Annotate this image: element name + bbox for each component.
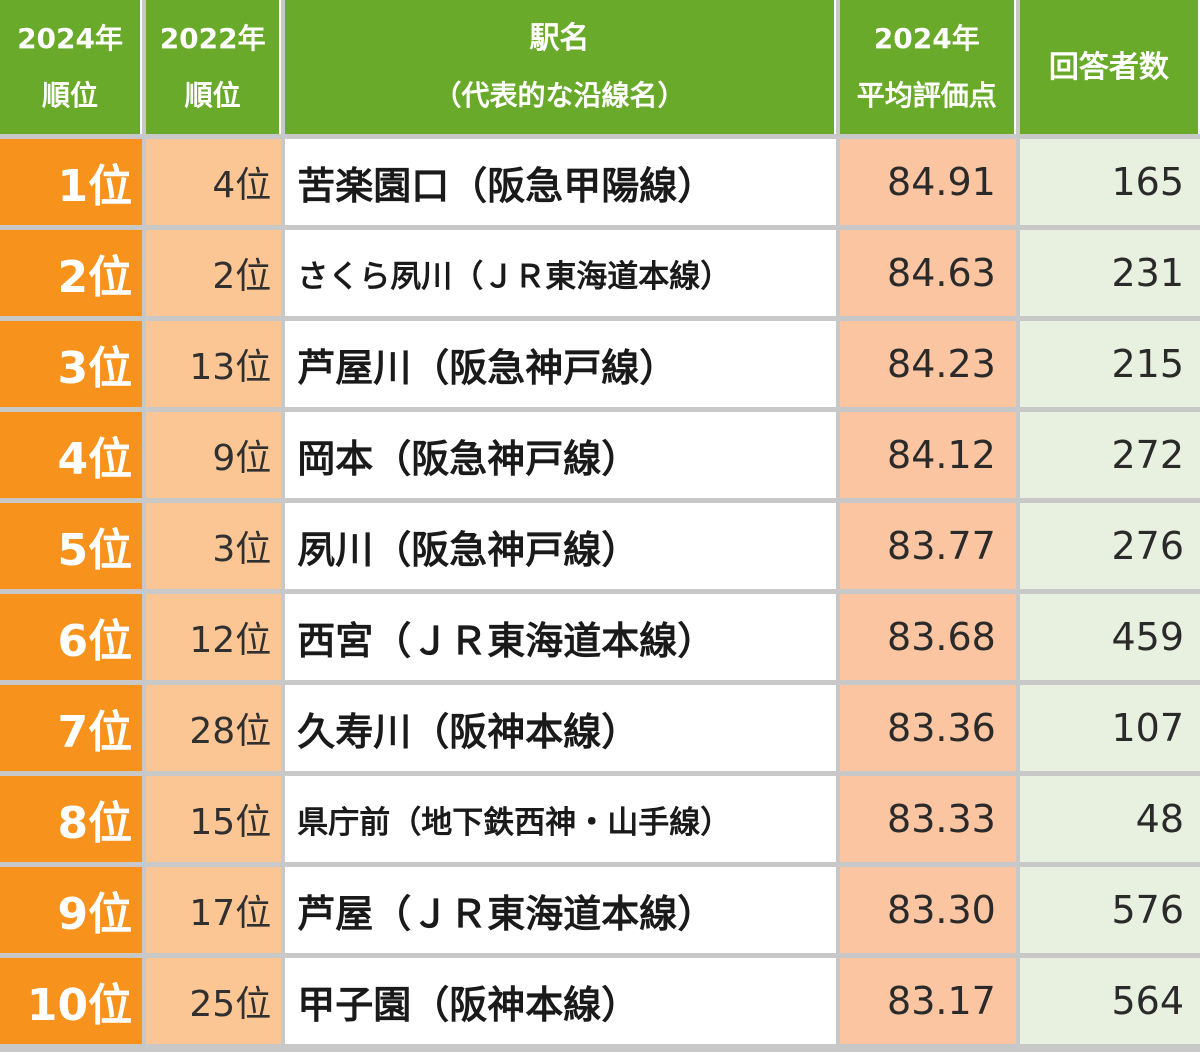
rank-2022-cell: 9位: [146, 412, 282, 498]
station-cell: さくら夙川（ＪＲ東海道本線）: [285, 230, 836, 316]
header-respondents-label: 回答者数: [1048, 49, 1169, 85]
station-cell: 芦屋（ＪＲ東海道本線）: [285, 867, 836, 953]
rank-2022-cell: 4位: [146, 139, 282, 225]
rank-2024-cell: 7位: [0, 685, 143, 771]
respondents-cell: 576: [1019, 867, 1200, 953]
table-row: 4位 9位 岡本（阪急神戸線） 84.12 272: [0, 412, 1200, 498]
respondents-cell: 231: [1019, 230, 1200, 316]
score-cell: 84.23: [839, 321, 1016, 407]
header-rank-2024-year: 2024年: [17, 22, 124, 55]
rank-2024-cell: 4位: [0, 412, 143, 498]
header-rank-2024-label: 順位: [42, 79, 99, 112]
rank-2024-cell: 3位: [0, 321, 143, 407]
table-row: 5位 3位 夙川（阪急神戸線） 83.77 276: [0, 503, 1200, 589]
header-score: 2024年 平均評価点: [839, 0, 1016, 134]
station-cell: 甲子園（阪神本線）: [285, 958, 836, 1044]
header-station-sublabel: （代表的な沿線名）: [433, 79, 686, 112]
respondents-cell: 165: [1019, 139, 1200, 225]
station-cell: 芦屋川（阪急神戸線）: [285, 321, 836, 407]
rank-2022-cell: 3位: [146, 503, 282, 589]
rank-2024-cell: 6位: [0, 594, 143, 680]
score-cell: 83.17: [839, 958, 1016, 1044]
station-cell: 西宮（ＪＲ東海道本線）: [285, 594, 836, 680]
rank-2022-cell: 28位: [146, 685, 282, 771]
score-cell: 83.77: [839, 503, 1016, 589]
respondents-cell: 276: [1019, 503, 1200, 589]
table-row: 2位 2位 さくら夙川（ＪＲ東海道本線） 84.63 231: [0, 230, 1200, 316]
score-cell: 84.63: [839, 230, 1016, 316]
header-rank-2022: 2022年 順位: [146, 0, 282, 134]
station-cell: 苦楽園口（阪急甲陽線）: [285, 139, 836, 225]
score-cell: 83.36: [839, 685, 1016, 771]
header-station-label: 駅名: [529, 21, 590, 56]
table-row: 6位 12位 西宮（ＪＲ東海道本線） 83.68 459: [0, 594, 1200, 680]
score-cell: 84.12: [839, 412, 1016, 498]
score-cell: 84.91: [839, 139, 1016, 225]
rank-2024-cell: 10位: [0, 958, 143, 1044]
respondents-cell: 272: [1019, 412, 1200, 498]
header-score-label: 平均評価点: [856, 79, 997, 112]
header-rank-2022-label: 順位: [184, 79, 241, 112]
table-row: 10位 25位 甲子園（阪神本線） 83.17 564: [0, 958, 1200, 1044]
rank-2024-cell: 2位: [0, 230, 143, 316]
header-rank-2024: 2024年 順位: [0, 0, 143, 134]
table-row: 8位 15位 県庁前（地下鉄西神・山手線） 83.33 48: [0, 776, 1200, 862]
respondents-cell: 48: [1019, 776, 1200, 862]
table-row: 9位 17位 芦屋（ＪＲ東海道本線） 83.30 576: [0, 867, 1200, 953]
table-row: 7位 28位 久寿川（阪神本線） 83.36 107: [0, 685, 1200, 771]
header-score-year: 2024年: [873, 22, 980, 55]
respondents-cell: 564: [1019, 958, 1200, 1044]
header-station: 駅名 （代表的な沿線名）: [285, 0, 836, 134]
rank-2022-cell: 17位: [146, 867, 282, 953]
score-cell: 83.33: [839, 776, 1016, 862]
station-cell: 県庁前（地下鉄西神・山手線）: [285, 776, 836, 862]
rank-2024-cell: 8位: [0, 776, 143, 862]
respondents-cell: 459: [1019, 594, 1200, 680]
table-row: 3位 13位 芦屋川（阪急神戸線） 84.23 215: [0, 321, 1200, 407]
station-cell: 夙川（阪急神戸線）: [285, 503, 836, 589]
header-row: 2024年 順位 2022年 順位 駅名 （代表的な沿線名） 2024年 平均評…: [0, 0, 1200, 134]
rank-2022-cell: 13位: [146, 321, 282, 407]
header-respondents: 回答者数: [1019, 0, 1200, 134]
table-row: 1位 4位 苦楽園口（阪急甲陽線） 84.91 165: [0, 139, 1200, 225]
respondents-cell: 107: [1019, 685, 1200, 771]
station-cell: 岡本（阪急神戸線）: [285, 412, 836, 498]
rank-2024-cell: 5位: [0, 503, 143, 589]
rank-2022-cell: 2位: [146, 230, 282, 316]
rank-2024-cell: 9位: [0, 867, 143, 953]
station-cell: 久寿川（阪神本線）: [285, 685, 836, 771]
rank-2022-cell: 12位: [146, 594, 282, 680]
score-cell: 83.68: [839, 594, 1016, 680]
rank-2024-cell: 1位: [0, 139, 143, 225]
respondents-cell: 215: [1019, 321, 1200, 407]
header-rank-2022-year: 2022年: [159, 22, 266, 55]
rank-2022-cell: 15位: [146, 776, 282, 862]
rank-2022-cell: 25位: [146, 958, 282, 1044]
score-cell: 83.30: [839, 867, 1016, 953]
